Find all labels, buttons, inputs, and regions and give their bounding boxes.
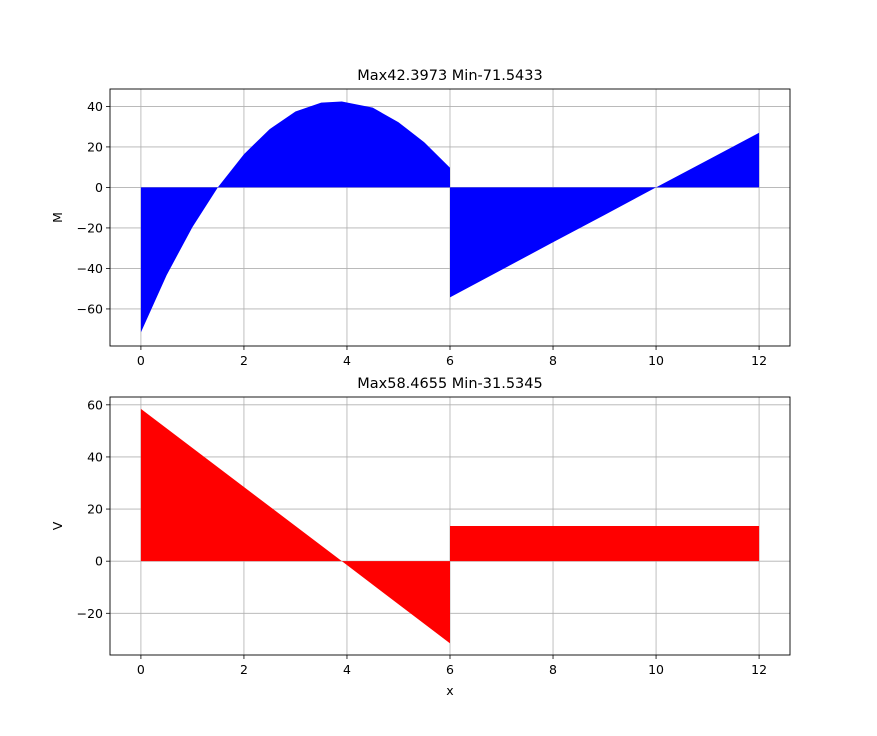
moment-plot-title: Max42.3973 Min-71.5433 bbox=[357, 68, 542, 84]
moment-plot-area-series-0 bbox=[140, 101, 760, 333]
shear-plot-ytick-label: 40 bbox=[87, 449, 103, 464]
moment-plot-ytick-label: −60 bbox=[77, 301, 103, 316]
shear-plot-ylabel: V bbox=[50, 521, 65, 530]
moment-plot-xtick-label: 8 bbox=[549, 353, 557, 368]
moment-plot-ytick-label: −20 bbox=[77, 220, 103, 235]
shear-plot-title: Max58.4655 Min-31.5345 bbox=[357, 376, 542, 392]
moment-plot-ylabel: M bbox=[50, 212, 65, 223]
moment-plot-xtick-label: 12 bbox=[751, 353, 767, 368]
moment-plot-xtick-label: 2 bbox=[240, 353, 248, 368]
shear-plot-ytick-label: 20 bbox=[87, 502, 103, 517]
shear-plot: Max58.4655 Min-31.5345 V x 0 2 4 6 8 10 12 −20 0… bbox=[50, 376, 791, 698]
shear-plot-xtick-label: 2 bbox=[240, 662, 248, 677]
moment-plot-xtick-label: 0 bbox=[137, 353, 145, 368]
shear-plot-xtick-label: 8 bbox=[549, 662, 557, 677]
shear-plot-xtick-label: 0 bbox=[137, 662, 145, 677]
shear-plot-xlabel: x bbox=[446, 683, 453, 698]
moment-plot-ytick-label: −40 bbox=[77, 261, 103, 276]
shear-plot-xtick-label: 12 bbox=[751, 662, 767, 677]
shear-plot-xtick-label: 6 bbox=[446, 662, 454, 677]
moment-plot: Max42.3973 Min-71.5433 M 0 2 4 6 8 10 12 −60 −40… bbox=[50, 68, 791, 368]
moment-plot-xtick-label: 4 bbox=[343, 353, 351, 368]
shear-plot-area-series-0 bbox=[140, 408, 760, 644]
moment-plot-ytick-label: 40 bbox=[87, 99, 103, 114]
moment-plot-ytick-label: 20 bbox=[87, 139, 103, 154]
shear-plot-xtick-label: 4 bbox=[343, 662, 351, 677]
moment-plot-xtick-label: 10 bbox=[648, 353, 664, 368]
shear-plot-ytick-label: 0 bbox=[95, 554, 103, 569]
moment-plot-xtick-label: 6 bbox=[446, 353, 454, 368]
shear-plot-xtick-label: 10 bbox=[648, 662, 664, 677]
shear-plot-ytick-label: −20 bbox=[77, 606, 103, 621]
moment-plot-ytick-label: 0 bbox=[95, 180, 103, 195]
shear-plot-ytick-label: 60 bbox=[87, 397, 103, 412]
